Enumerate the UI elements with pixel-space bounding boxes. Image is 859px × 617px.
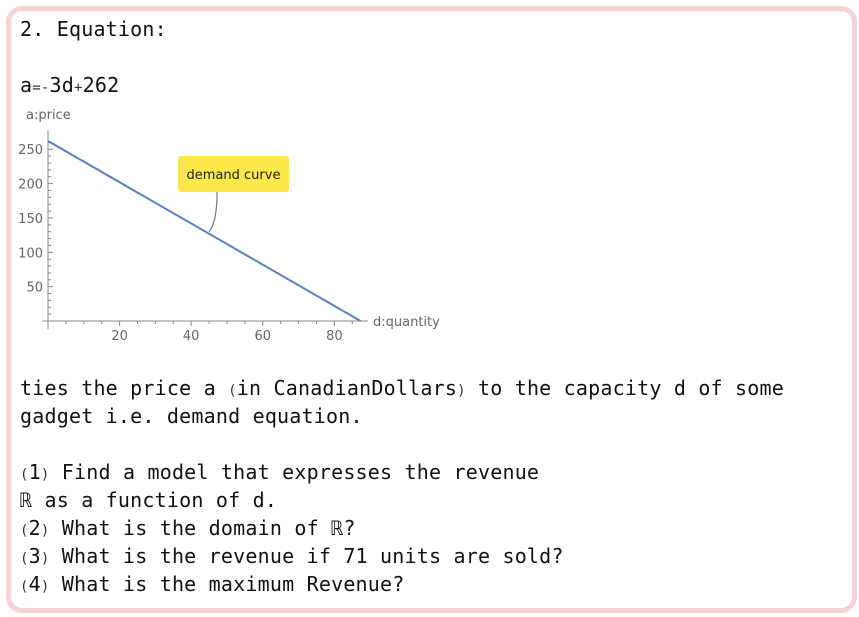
- section-heading: 2. Equation:: [20, 17, 167, 41]
- x-tick-label: 80: [326, 329, 343, 344]
- body-text-a: ties the price a: [20, 376, 229, 400]
- chart-ticks: [48, 141, 353, 326]
- demand-chart: 20 40 60 8050100150200250d:quantitya:price …: [18, 108, 440, 344]
- q1-close: ): [40, 467, 50, 483]
- q3-text: What is the revenue if 71 units are sold…: [49, 544, 564, 568]
- equation-lhs: a: [20, 73, 33, 97]
- cell-frame: [6, 6, 857, 613]
- y-tick-label: 200: [18, 178, 43, 193]
- y-tick-label: 250: [18, 143, 43, 158]
- q4-close: ): [40, 579, 50, 595]
- q4-number: 4: [28, 572, 41, 596]
- equation-minus: -: [40, 80, 50, 96]
- body-text-c: to the capacity d of some: [465, 376, 785, 400]
- annotation-label: demand curve: [187, 168, 281, 183]
- question-1: (1) Find a model that expresses the reve…: [20, 460, 539, 484]
- question-4: (4) What is the maximum Revenue?: [20, 572, 405, 596]
- q4-text: What is the maximum Revenue?: [49, 572, 405, 596]
- equation-constant: 262: [82, 73, 120, 97]
- q1-number: 1: [28, 460, 41, 484]
- equation-term: 3d: [49, 73, 75, 97]
- body-line-2: gadget i.e. demand equation.: [20, 404, 363, 428]
- chart-labels: 20 40 60 80 50 100 150 200 250 d:quantity a:price: [18, 108, 440, 344]
- q2-text: What is the domain of ℝ?: [49, 516, 356, 540]
- q2-open: (: [20, 523, 29, 539]
- x-tick-label: 20: [111, 329, 128, 344]
- x-tick-label: 40: [183, 329, 200, 344]
- demand-line: [47, 140, 362, 322]
- chart-annotation: demand curve: [178, 156, 289, 233]
- question-3: (3) What is the revenue if 71 units are …: [20, 544, 564, 568]
- q2-number: 2: [28, 516, 41, 540]
- y-tick-label: 150: [18, 212, 43, 227]
- question-1-cont: ℝ as a function of d.: [20, 488, 278, 512]
- equation: a=-3d+262: [20, 73, 119, 97]
- chart-series: [47, 140, 362, 322]
- q2-close: ): [40, 523, 50, 539]
- body-line-1: ties the price a (in CanadianDollars) to…: [20, 376, 784, 400]
- equation-plus: +: [74, 80, 83, 96]
- x-axis-label: d:quantity: [373, 315, 440, 330]
- body-text-b: in CanadianDollars: [236, 376, 458, 400]
- annotation-box: [178, 156, 289, 192]
- q1-text: Find a model that expresses the revenue: [49, 460, 540, 484]
- y-tick-label: 50: [26, 281, 43, 296]
- annotation-leader: [208, 191, 218, 233]
- y-tick-label: 100: [18, 246, 43, 261]
- q1-open: (: [20, 467, 29, 483]
- equation-equals: =: [32, 80, 41, 96]
- q3-open: (: [20, 551, 29, 567]
- question-2: (2) What is the domain of ℝ?: [20, 516, 356, 540]
- q3-close: ): [40, 551, 50, 567]
- x-tick-label: 60: [254, 329, 271, 344]
- paren-close: ): [457, 383, 466, 399]
- q4-open: (: [20, 579, 29, 595]
- q3-number: 3: [28, 544, 41, 568]
- y-axis-label: a:price: [26, 108, 71, 123]
- paren-open: (: [228, 383, 237, 399]
